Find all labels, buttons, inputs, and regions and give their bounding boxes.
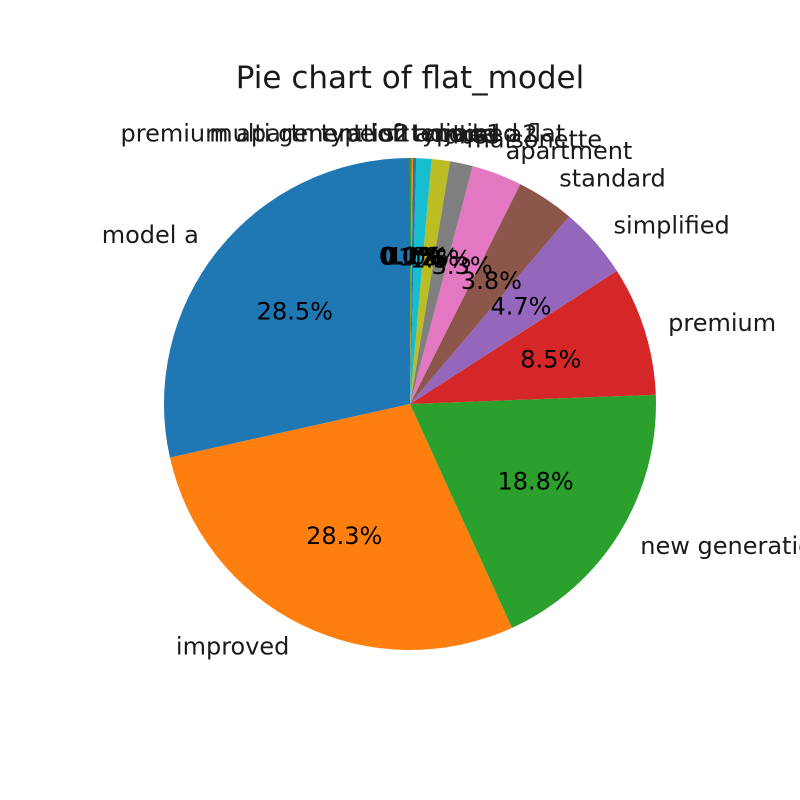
percent-labels: 28.5% 28.3% 18.8% 8.5% 4.7%3.8%3.3%1.5%1.2%1…: [257, 242, 582, 550]
chart-title: Pie chart of flat_model: [236, 60, 584, 96]
pie-slice-adjoined-flat: [410, 158, 417, 404]
pie-slice-maisonette: [410, 161, 473, 404]
pie-slice-simplified: [410, 216, 617, 404]
slice-label: dbss: [444, 122, 499, 150]
slice-label: type s1: [413, 119, 502, 147]
pie-slice-model-a2: [410, 158, 432, 404]
slice-label: standard: [559, 164, 665, 192]
pie-slice-dbss: [410, 158, 451, 404]
slice-label: premium apartment loft: [121, 119, 410, 147]
slice-label: premium: [668, 309, 776, 337]
percent-label: 3.3%: [432, 252, 493, 280]
slice-label: apartment: [506, 137, 633, 165]
percent-label: 1.5%: [410, 246, 471, 274]
pie-slice-model-a: [163, 158, 410, 458]
slice-label: improved: [176, 632, 290, 660]
percent-label: 18.8%: [497, 468, 573, 496]
slice-label: type s2: [321, 119, 410, 147]
percent-label: 0.1%: [380, 242, 441, 270]
pie-slices: [163, 158, 656, 650]
slice-label: multi generation: [209, 119, 409, 147]
pie-slice-apartment: [410, 166, 521, 404]
slice-label: model a2: [425, 120, 537, 148]
pie-slice-terrace: [410, 158, 412, 404]
percent-label: 0.2%: [382, 242, 443, 270]
slice-labels: model a improved new generation premium simp…: [102, 119, 800, 660]
pie-slice-improved: [169, 404, 512, 650]
pie-slice-multi-generation: [408, 158, 410, 404]
slice-label: maisonette: [467, 125, 603, 153]
slice-label: terrace: [411, 119, 497, 147]
percent-label: 1.2%: [398, 244, 459, 272]
percent-label: 0.0%: [379, 242, 440, 270]
pie-slice-standard: [410, 184, 570, 404]
pie-slice-new-generation: [410, 394, 656, 628]
percent-label: 0.1%: [381, 242, 442, 270]
slice-label: new generation: [640, 532, 800, 560]
slice-label: model a: [102, 221, 199, 249]
slice-label: adjoined flat: [415, 119, 565, 147]
slice-label: simplified: [614, 212, 730, 240]
percent-label: 0.0%: [379, 242, 440, 270]
percent-label: 8.5%: [520, 346, 581, 374]
pie-slice-type-s1: [410, 158, 414, 404]
pie-slice-premium-apartment-loft: [409, 158, 410, 404]
pie-slice-premium: [410, 270, 656, 404]
percent-label: 28.5%: [257, 298, 333, 326]
percent-label: 0.0%: [379, 242, 440, 270]
percent-label: 1.0%: [388, 243, 449, 271]
percent-label: 3.8%: [461, 267, 522, 295]
percent-label: 4.7%: [491, 293, 552, 321]
percent-label: 28.3%: [306, 522, 382, 550]
